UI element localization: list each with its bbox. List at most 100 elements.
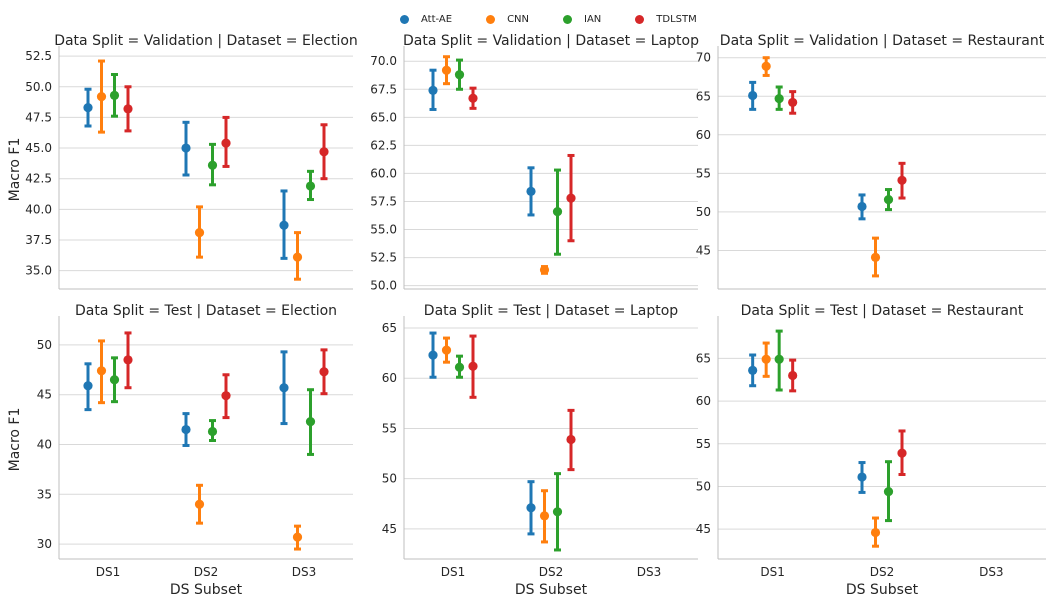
data-point (761, 61, 771, 71)
y-tick-label: 50.0 (25, 80, 52, 94)
data-point (123, 104, 133, 114)
y-tick-label: 42.5 (25, 172, 52, 186)
data-point (883, 486, 894, 497)
y-tick-label: 45 (696, 243, 711, 257)
data-point (109, 375, 120, 385)
data-point (292, 532, 303, 542)
y-tick-label: 70 (696, 51, 711, 65)
data-point (441, 65, 452, 75)
y-tick-label: 65 (382, 321, 397, 335)
facet-panel-5: 45 50 55 60 65 Data Split = Test | Dataset = … (382, 303, 698, 598)
x-tick-label: DS2 (539, 565, 564, 579)
data-point (552, 507, 563, 517)
y-axis-label: Macro F1 (7, 138, 23, 202)
y-tick-label: 37.5 (25, 233, 52, 247)
legend-item-cnn: CNN (486, 14, 529, 25)
y-tick-label: 52.5 (370, 251, 397, 265)
y-tick-label: 50 (37, 338, 52, 352)
y-tick-label: 47.5 (25, 110, 52, 124)
y-tick-label: 50.0 (370, 279, 397, 293)
data-point (552, 206, 563, 217)
y-tick-label: 55 (382, 421, 397, 435)
x-tick-label: DS3 (292, 565, 317, 579)
legend-label: CNN (507, 13, 530, 25)
y-tick-label: 45 (382, 522, 397, 536)
data-point (319, 367, 329, 377)
data-point (539, 265, 550, 275)
data-point (870, 527, 881, 538)
facet-panel-4: 30 35 40 45 50 Data Split = Test | Dataset = … (7, 303, 353, 598)
data-point (526, 503, 536, 513)
x-axis-label: DS Subset (170, 582, 243, 598)
y-tick-label: 70.0 (370, 54, 397, 68)
data-point (454, 70, 465, 80)
data-point (539, 511, 550, 521)
data-point (441, 345, 452, 355)
legend-marker-icon (635, 14, 645, 24)
data-point (566, 193, 576, 203)
y-tick-label: 52.5 (25, 49, 52, 63)
y-tick-label: 65 (696, 89, 711, 103)
y-tick-label: 60.0 (370, 166, 397, 180)
y-tick-label: 50 (696, 205, 711, 219)
y-tick-label: 65.0 (370, 110, 397, 124)
data-point (857, 201, 867, 212)
facet-panel-2: 50.0 52.5 55.0 57.5 60.0 62.5 65.0 67.5 70.0 Data… (370, 33, 699, 293)
data-point (428, 350, 438, 360)
data-point (279, 220, 289, 230)
x-tick-label: DS1 (441, 565, 466, 579)
data-point (468, 361, 478, 371)
data-point (748, 90, 758, 101)
legend-item-ian: IAN (563, 14, 601, 25)
panel-title: Data Split = Test | Dataset = Restaurant (741, 303, 1024, 319)
y-tick-label: 55.0 (370, 223, 397, 237)
data-point (883, 194, 894, 205)
x-axis-label: DS Subset (846, 582, 919, 598)
y-tick-label: 45 (696, 522, 711, 536)
y-tick-label: 35.0 (25, 264, 52, 278)
facet-panel-3: 45 50 55 60 65 70 Data Split = Validation | Da… (696, 33, 1046, 290)
data-point (221, 391, 231, 401)
y-tick-label: 55 (696, 166, 711, 180)
data-point (83, 103, 93, 113)
data-point (774, 93, 784, 104)
data-point (96, 91, 107, 102)
legend-item-tdlstm: TDLSTM (635, 14, 697, 25)
x-axis-label: DS Subset (515, 582, 588, 598)
y-tick-label: 45.0 (25, 141, 52, 155)
y-tick-label: 45 (37, 388, 52, 402)
facet-panel-6: 45 50 55 60 65 Data Split = Test | Dataset = … (696, 303, 1046, 598)
panel-title: Data Split = Validation | Dataset = Rest… (720, 33, 1045, 49)
data-point (566, 434, 576, 445)
x-tick-label: DS3 (637, 565, 662, 579)
legend: Att-AE CNN IAN TDLSTM (400, 10, 731, 28)
data-point (194, 499, 205, 509)
data-point (526, 186, 536, 196)
y-tick-label: 40 (37, 437, 52, 451)
legend-label: Att-AE (421, 13, 453, 25)
data-point (897, 448, 907, 458)
x-tick-label: DS2 (870, 565, 895, 579)
data-point (319, 147, 329, 157)
x-tick-label: DS3 (979, 565, 1004, 579)
data-point (221, 138, 231, 148)
data-point (870, 252, 881, 262)
data-point (748, 365, 758, 375)
y-tick-label: 50 (696, 479, 711, 493)
legend-marker-icon (486, 14, 496, 24)
data-point (305, 416, 316, 427)
y-tick-label: 60 (696, 128, 711, 142)
data-point (83, 381, 93, 391)
data-point (109, 90, 120, 100)
data-point (207, 160, 218, 170)
y-tick-label: 62.5 (370, 138, 397, 152)
data-point (761, 354, 771, 364)
data-point (305, 181, 316, 191)
y-tick-label: 35 (37, 487, 52, 501)
data-point (181, 424, 191, 435)
y-tick-label: 55 (696, 437, 711, 451)
x-tick-label: DS1 (96, 565, 121, 579)
legend-label: IAN (584, 13, 602, 25)
